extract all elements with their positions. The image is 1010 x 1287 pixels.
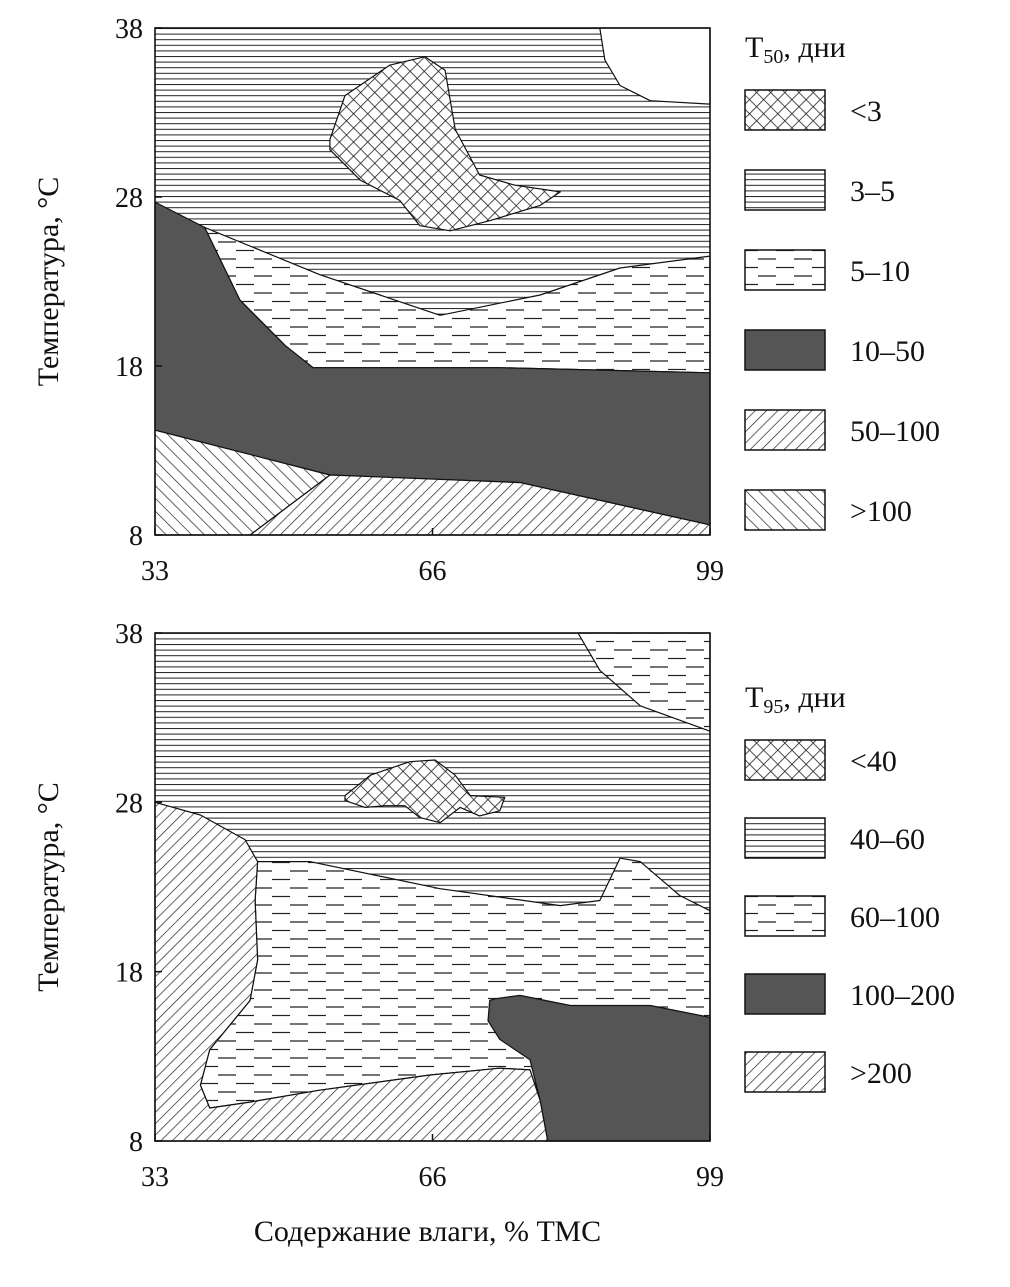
- x-tick-label: 99: [696, 556, 724, 587]
- contour-region: [329, 56, 561, 232]
- legend-swatch: [744, 409, 826, 451]
- x-tick-label: 33: [141, 556, 169, 587]
- legend-label: 100–200: [850, 979, 955, 1012]
- contour-region: [344, 759, 506, 824]
- legend-swatch: [744, 817, 826, 859]
- legend-label: 3–5: [850, 175, 895, 208]
- x-tick-label: 99: [696, 1162, 724, 1193]
- y-axis-label: Температура, °С: [32, 177, 65, 386]
- legend-label: >100: [850, 495, 912, 528]
- legend-swatch: [744, 329, 826, 371]
- y-tick-label: 28: [115, 788, 143, 819]
- legend-label: <40: [850, 745, 897, 778]
- legend-title: T95, дни: [745, 681, 846, 718]
- legend-label: 50–100: [850, 415, 940, 448]
- panel-t95: 8 18 28 38 33 66 99 Температура, °С Содержание в…: [32, 619, 955, 1248]
- legend-label: >200: [850, 1057, 912, 1090]
- y-tick-label: 38: [115, 619, 143, 650]
- legend-label: 5–10: [850, 255, 910, 288]
- legend-swatch: [744, 739, 826, 781]
- legend-swatch: [744, 489, 826, 531]
- contour-region: [154, 801, 549, 1142]
- y-tick-label: 28: [115, 183, 143, 214]
- panel-t50: 8 18 28 38 33 66 99 Температура, °С T50, дни<3 3–…: [32, 14, 940, 587]
- legend-title: T50, дни: [745, 31, 846, 68]
- legend-swatch: [744, 973, 826, 1015]
- legend-swatch: [744, 895, 826, 937]
- y-tick-label: 8: [129, 521, 143, 552]
- legend-label: 10–50: [850, 335, 925, 368]
- legend-swatch: [744, 1051, 826, 1093]
- x-tick-label: 66: [419, 556, 447, 587]
- y-tick-label: 8: [129, 1127, 143, 1158]
- x-tick-label: 33: [141, 1162, 169, 1193]
- legend-label: 40–60: [850, 823, 925, 856]
- x-axis-label: Содержание влаги, % ТМС: [254, 1215, 601, 1248]
- y-tick-label: 38: [115, 14, 143, 45]
- y-axis-label: Температура, °С: [32, 782, 65, 991]
- x-tick-label: 66: [419, 1162, 447, 1193]
- legend-label: 60–100: [850, 901, 940, 934]
- legend-label: <3: [850, 95, 882, 128]
- legend-swatch: [744, 89, 826, 131]
- legend-swatch: [744, 169, 826, 211]
- y-tick-label: 18: [115, 352, 143, 383]
- legend-swatch: [744, 249, 826, 291]
- y-tick-label: 18: [115, 958, 143, 989]
